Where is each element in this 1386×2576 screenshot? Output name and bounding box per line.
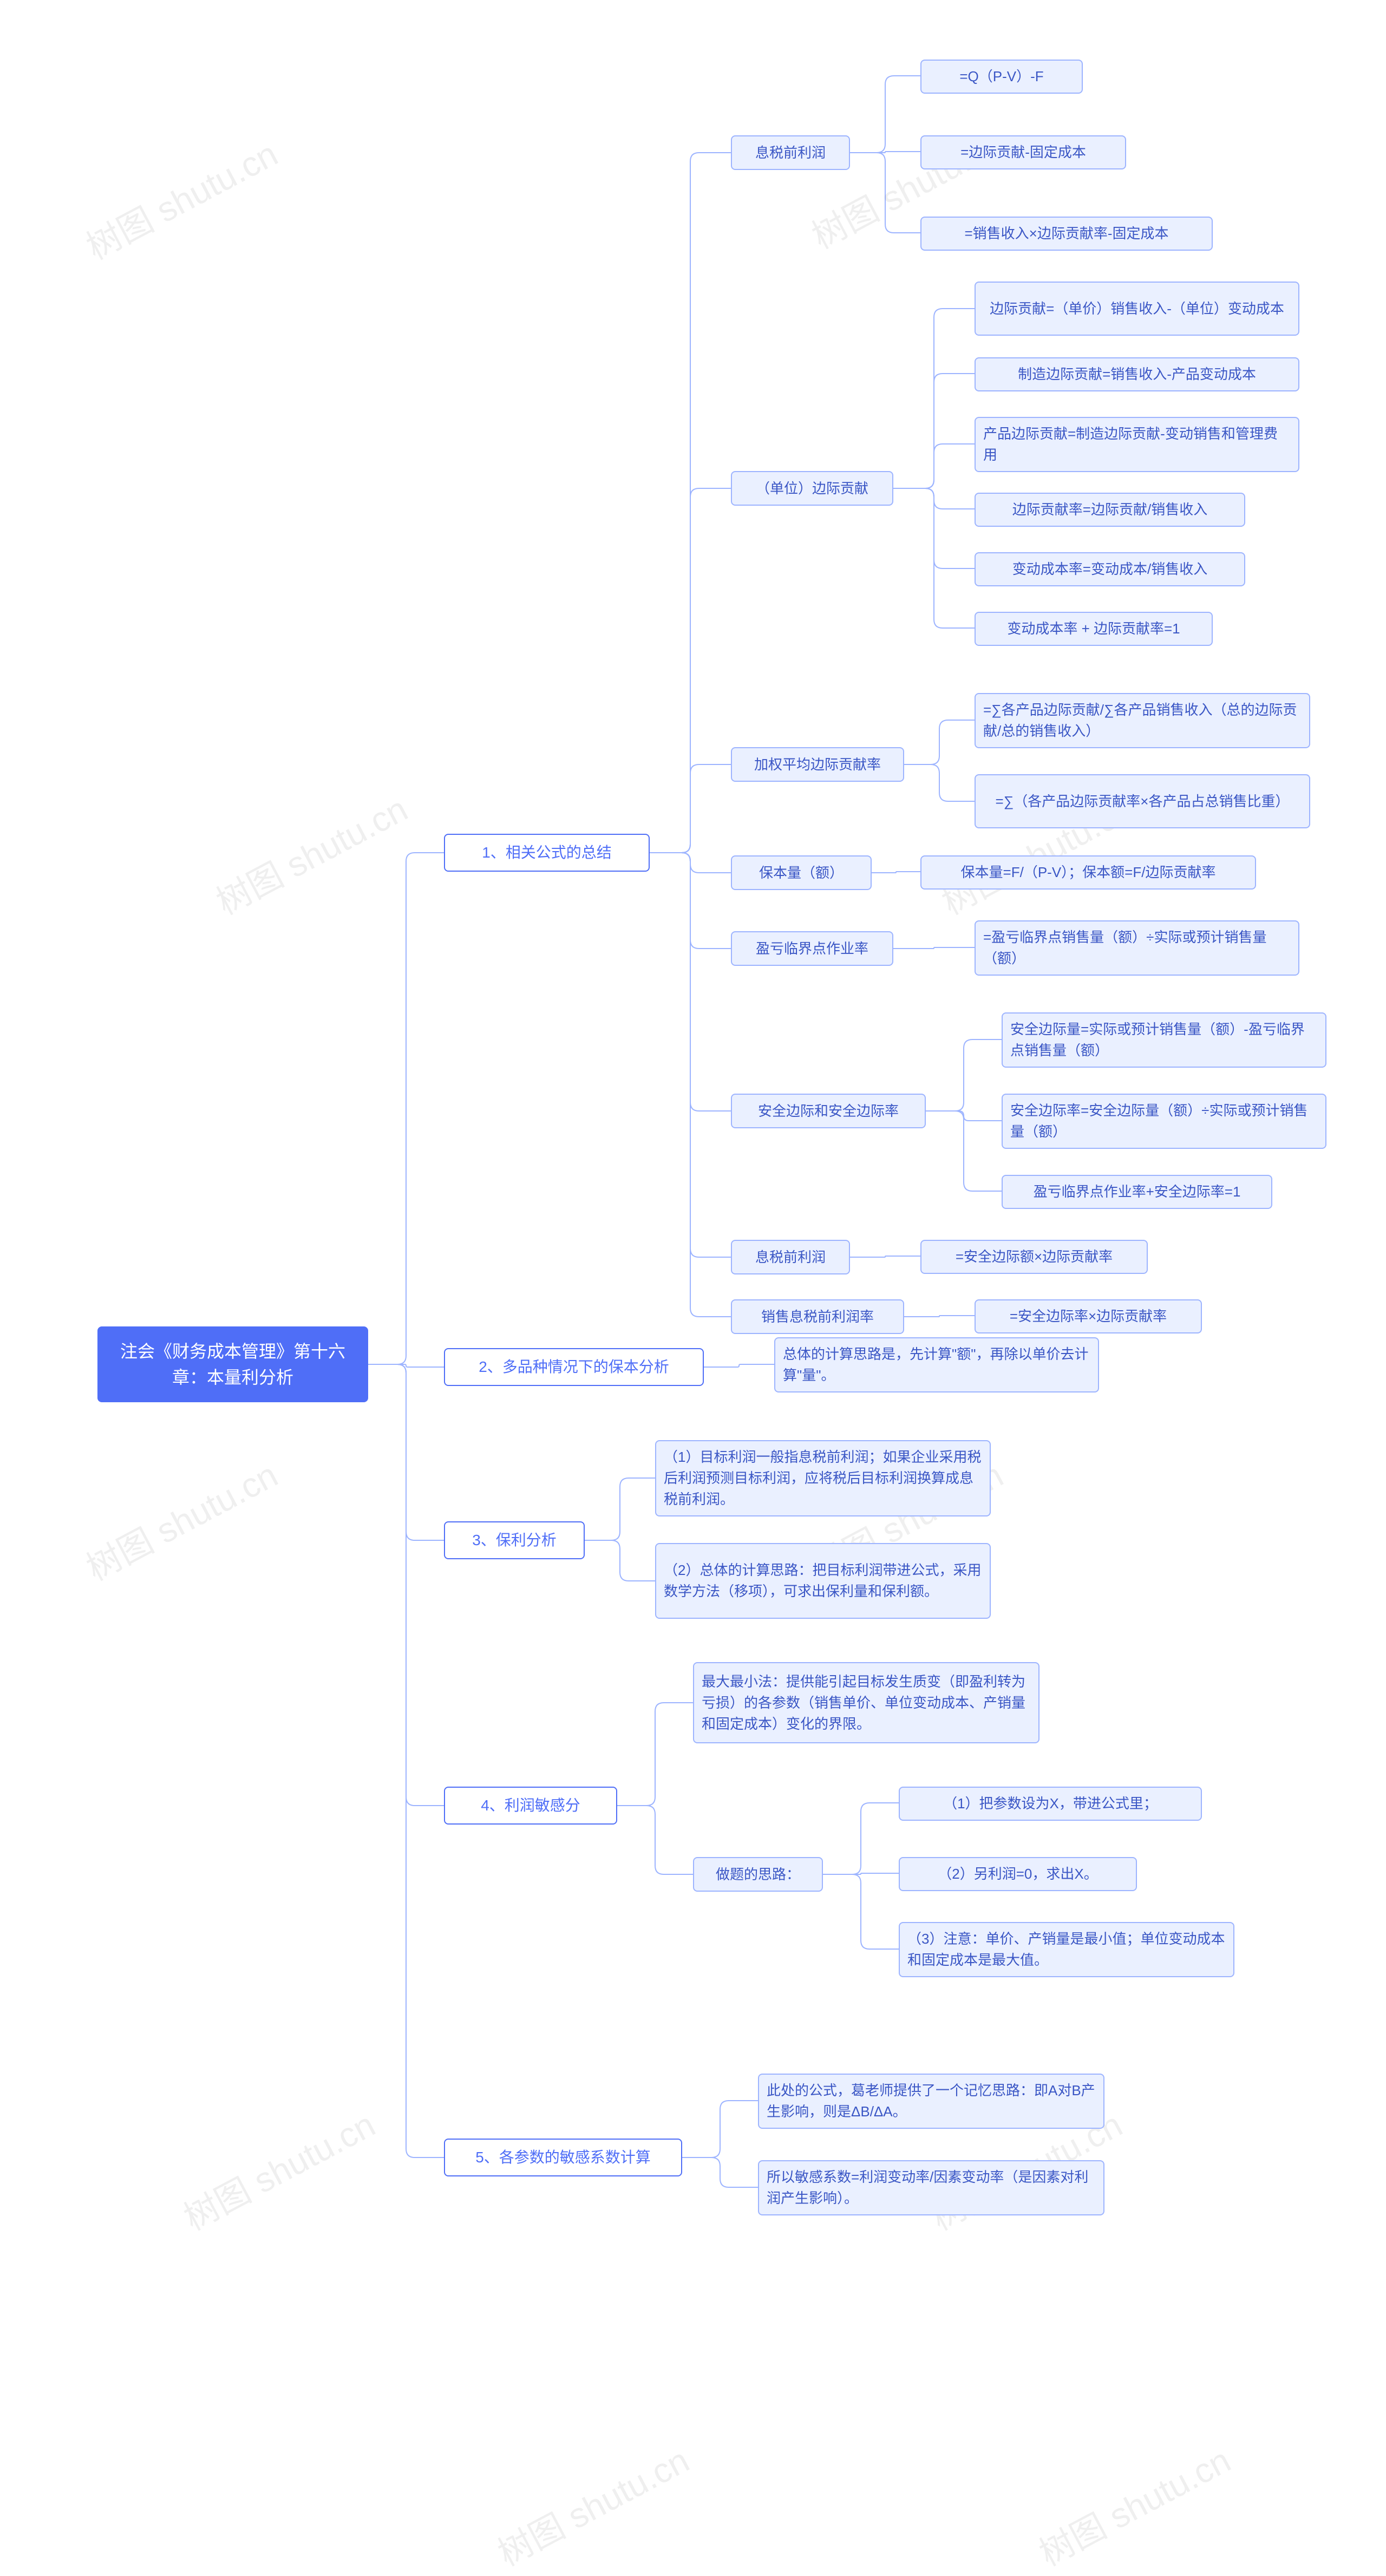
edge (617, 1806, 693, 1874)
edge (904, 764, 975, 801)
mindmap-node[interactable]: 安全边际量=实际或预计销售量（额）-盈亏临界点销售量（额） (1002, 1012, 1326, 1068)
mindmap-node[interactable]: 所以敏感系数=利润变动率/因素变动率（是因素对利润产生影响）。 (758, 2160, 1104, 2215)
edge (650, 853, 731, 873)
mindmap-node[interactable]: 盈亏临界点作业率+安全边际率=1 (1002, 1175, 1272, 1209)
edge (823, 1873, 899, 1874)
mindmap-node[interactable]: 此处的公式，葛老师提供了一个记忆思路：即A对B产生影响，则是ΔB/ΔA。 (758, 2074, 1104, 2129)
mindmap-node[interactable]: 边际贡献=（单价）销售收入-（单位）变动成本 (975, 282, 1299, 336)
edge (893, 947, 975, 949)
edge (904, 1316, 975, 1317)
mindmap-node[interactable]: 5、各参数的敏感系数计算 (444, 2139, 682, 2176)
mindmap-node[interactable]: 2、多品种情况下的保本分析 (444, 1348, 704, 1386)
edge (893, 374, 975, 488)
mindmap-node[interactable]: =安全边际额×边际贡献率 (920, 1240, 1148, 1274)
edge (368, 1364, 444, 1367)
mindmap-node[interactable]: =盈亏临界点销售量（额）÷实际或预计销售量（额） (975, 920, 1299, 976)
mindmap-node[interactable]: （1）把参数设为X，带进公式里； (899, 1787, 1202, 1821)
watermark: 树图 shutu.cn (206, 782, 415, 924)
edge (850, 76, 920, 153)
edge (650, 764, 731, 853)
edge (704, 1364, 774, 1367)
mindmap-node[interactable]: =边际贡献-固定成本 (920, 135, 1126, 169)
edge (368, 1364, 444, 1540)
mindmap-node[interactable]: =Q（P-V）-F (920, 60, 1083, 94)
edge (926, 1111, 1002, 1121)
mindmap-node[interactable]: 安全边际和安全边际率 (731, 1094, 926, 1128)
mindmap-node[interactable]: 保本量（额） (731, 855, 872, 890)
mindmap-node[interactable]: 做题的思路： (693, 1857, 823, 1892)
edge (850, 1256, 920, 1257)
mindmap-node[interactable]: 产品边际贡献=制造边际贡献-变动销售和管理费用 (975, 417, 1299, 472)
mindmap-node[interactable]: 安全边际率=安全边际量（额）÷实际或预计销售量（额） (1002, 1094, 1326, 1149)
edge (368, 853, 444, 1364)
mindmap-node[interactable]: （3）注意：单价、产销量是最小值；单位变动成本和固定成本是最大值。 (899, 1922, 1234, 1977)
mindmap-node[interactable]: 边际贡献率=边际贡献/销售收入 (975, 493, 1245, 527)
edge (650, 853, 731, 1111)
edge (893, 309, 975, 488)
edge (823, 1803, 899, 1874)
mindmap-node[interactable]: （1）目标利润一般指息税前利润；如果企业采用税后利润预测目标利润，应将税后目标利… (655, 1440, 991, 1516)
mindmap-node[interactable]: =销售收入×边际贡献率-固定成本 (920, 217, 1213, 251)
edge (850, 152, 920, 153)
edge (650, 853, 731, 1317)
watermark: 树图 shutu.cn (76, 1448, 285, 1590)
mindmap-node[interactable]: 4、利润敏感分 (444, 1787, 617, 1825)
root-node[interactable]: 注会《财务成本管理》第十六章：本量利分析 (97, 1326, 368, 1402)
watermark: 树图 shutu.cn (488, 2433, 697, 2575)
edge (368, 1364, 444, 1806)
edge (682, 2157, 758, 2187)
edge (823, 1874, 899, 1949)
edge (368, 1364, 444, 2157)
mindmap-node[interactable]: 最大最小法：提供能引起目标发生质变（即盈利转为亏损）的各参数（销售单价、单位变动… (693, 1662, 1040, 1743)
edge (650, 488, 731, 853)
mindmap-node[interactable]: 加权平均边际贡献率 (731, 747, 904, 782)
mindmap-node[interactable]: 销售息税前利润率 (731, 1299, 904, 1334)
edge (926, 1111, 1002, 1191)
mindmap-node[interactable]: 盈亏临界点作业率 (731, 931, 893, 966)
mindmap-node[interactable]: =∑（各产品边际贡献率×各产品占总销售比重） (975, 774, 1310, 828)
mindmap-node[interactable]: （2）总体的计算思路：把目标利润带进公式，采用数学方法（移项），可求出保利量和保… (655, 1543, 991, 1619)
edge (650, 853, 731, 949)
edge (893, 488, 975, 568)
edge (926, 1039, 1002, 1111)
watermark: 树图 shutu.cn (76, 127, 285, 269)
mindmap-node[interactable]: 3、保利分析 (444, 1521, 585, 1559)
mindmap-node[interactable]: =∑各产品边际贡献/∑各产品销售收入（总的边际贡献/总的销售收入） (975, 693, 1310, 748)
mindmap-node[interactable]: （单位）边际贡献 (731, 471, 893, 506)
edge (650, 853, 731, 1257)
mindmap-node[interactable]: 1、相关公式的总结 (444, 834, 650, 872)
mindmap-node[interactable]: 保本量=F/（P-V）；保本额=F/边际贡献率 (920, 855, 1256, 890)
mindmap-node[interactable]: （2）另利润=0，求出X。 (899, 1857, 1137, 1891)
mindmap-node[interactable]: =安全边际率×边际贡献率 (975, 1299, 1202, 1333)
edge (682, 2101, 758, 2157)
mindmap-node[interactable]: 变动成本率=变动成本/销售收入 (975, 552, 1245, 586)
watermark: 树图 shutu.cn (174, 2097, 383, 2240)
mindmap-node[interactable]: 变动成本率 + 边际贡献率=1 (975, 612, 1213, 646)
edge (850, 153, 920, 233)
edge (893, 488, 975, 509)
watermark: 树图 shutu.cn (1029, 2433, 1238, 2575)
edge (650, 153, 731, 853)
edge (893, 488, 975, 628)
mindmap-node[interactable]: 息税前利润 (731, 135, 850, 170)
mindmap-node[interactable]: 息税前利润 (731, 1240, 850, 1274)
mindmap-node[interactable]: 制造边际贡献=销售收入-产品变动成本 (975, 357, 1299, 391)
edge (904, 720, 975, 764)
mindmap-node[interactable]: 总体的计算思路是，先计算"额"，再除以单价去计算"量"。 (774, 1337, 1099, 1392)
edge (585, 1478, 655, 1540)
edge (872, 872, 920, 873)
edge (617, 1703, 693, 1806)
edge (585, 1540, 655, 1581)
edge (893, 444, 975, 488)
mindmap-canvas: 树图 shutu.cn 树图 shutu.cn 树图 shutu.cn 树图 shut… (0, 0, 1386, 2546)
